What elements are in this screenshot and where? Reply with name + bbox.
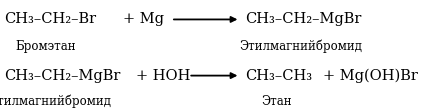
Text: CH₃–CH₂–MgBr: CH₃–CH₂–MgBr bbox=[4, 69, 121, 83]
Text: CH₃–CH₂–Br: CH₃–CH₂–Br bbox=[4, 12, 97, 26]
Text: CH₃–CH₃: CH₃–CH₃ bbox=[245, 69, 312, 83]
Text: Бромэтан: Бромэтан bbox=[15, 40, 76, 53]
Text: Этилмагнийбромид: Этилмагнийбромид bbox=[239, 40, 362, 53]
Text: Этилмагнийбромид: Этилмагнийбромид bbox=[0, 95, 111, 108]
Text: + Mg(OH)Br: + Mg(OH)Br bbox=[323, 68, 417, 83]
Text: + Mg: + Mg bbox=[123, 12, 165, 26]
Text: + HOH: + HOH bbox=[136, 69, 191, 83]
Text: Этан: Этан bbox=[261, 95, 291, 108]
Text: CH₃–CH₂–MgBr: CH₃–CH₂–MgBr bbox=[245, 12, 361, 26]
